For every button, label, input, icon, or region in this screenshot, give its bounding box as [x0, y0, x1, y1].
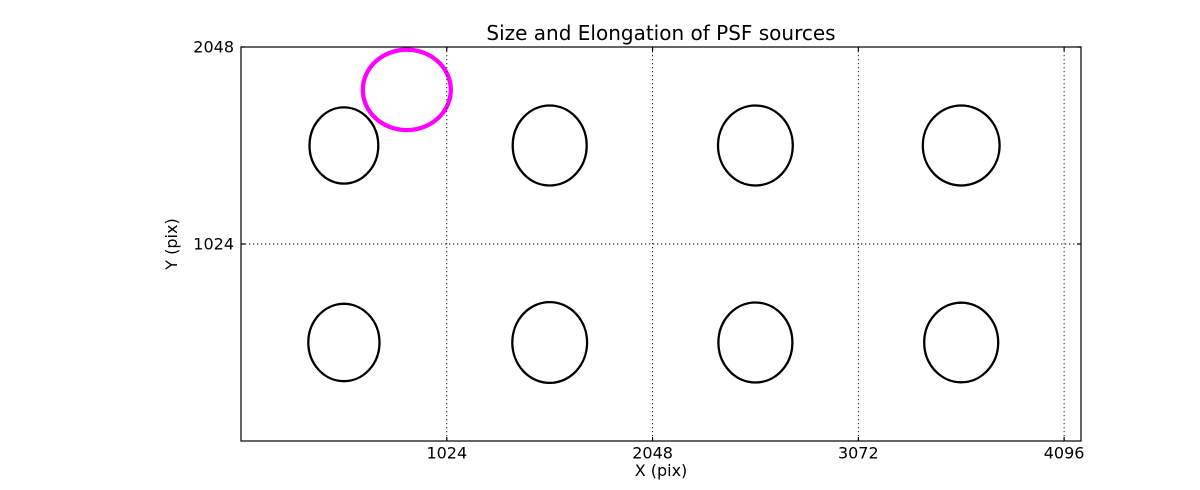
- psf-source-ellipses: [511, 104, 588, 187]
- x-axis-label: X (pix): [634, 461, 688, 480]
- psf-source-ellipses: [923, 301, 1000, 384]
- psf-source-ellipses: [717, 301, 794, 384]
- x-tick-label: 4096: [1044, 444, 1085, 463]
- psf-source-ellipses: [716, 104, 794, 187]
- highlighted-source-ellipse: [360, 47, 453, 133]
- psf-source-ellipses: [307, 302, 381, 383]
- psf-source-ellipses: [308, 106, 380, 185]
- y-tick-label: 2048: [193, 38, 234, 57]
- x-tick-label: 1024: [426, 444, 467, 463]
- x-tick-label: 3072: [838, 444, 879, 463]
- y-tick-label: 1024: [193, 235, 234, 254]
- y-axis-label: Y (pix): [162, 218, 181, 270]
- chart-title: Size and Elongation of PSF sources: [486, 21, 836, 45]
- x-tick-label: 2048: [632, 444, 673, 463]
- psf-source-ellipses: [921, 104, 1001, 187]
- psf-source-ellipses: [511, 300, 589, 385]
